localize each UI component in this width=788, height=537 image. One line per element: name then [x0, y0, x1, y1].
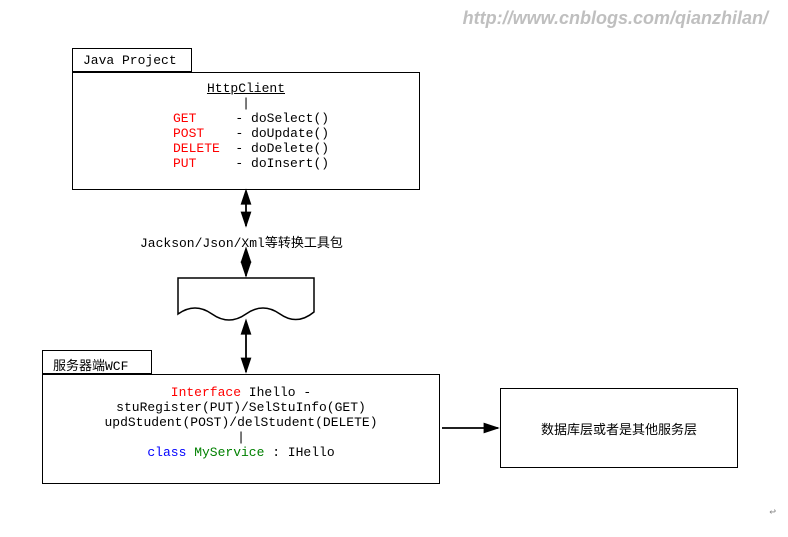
watermark-url: http://www.cnblogs.com/qianzhilan/ — [463, 8, 768, 29]
wcf-line4: class MyService : IHello — [43, 445, 439, 460]
wcf-line1: Interface Ihello - — [43, 385, 439, 400]
httpclient-stem: | — [73, 96, 419, 111]
corner-mark: ↩ — [769, 505, 776, 519]
http-row-delete: DELETE - doDelete() — [173, 141, 419, 156]
java-project-box: HttpClient | GET - doSelect() POST - doU… — [72, 72, 420, 190]
http-row-post: POST - doUpdate() — [173, 126, 419, 141]
db-layer-box: 数据库层或者是其他服务层 — [500, 388, 738, 468]
wcf-stem: | — [43, 430, 439, 445]
httpclient-header: HttpClient — [207, 81, 285, 96]
java-project-title-tab: Java Project — [72, 48, 192, 72]
wcf-title: 服务器端WCF — [53, 359, 128, 374]
java-project-title: Java Project — [83, 53, 177, 68]
http-row-put: PUT - doInsert() — [173, 156, 419, 171]
db-layer-label: 数据库层或者是其他服务层 — [541, 419, 697, 438]
wcf-box: Interface Ihello - stuRegister(PUT)/SelS… — [42, 374, 440, 484]
wcf-line2: stuRegister(PUT)/SelStuInfo(GET) — [43, 400, 439, 415]
converter-label: Jackson/Json/Xml等转换工具包 — [140, 232, 343, 251]
http-row-get: GET - doSelect() — [173, 111, 419, 126]
wcf-title-tab: 服务器端WCF — [42, 350, 152, 374]
wcf-line3: updStudent(POST)/delStudent(DELETE) — [43, 415, 439, 430]
json-xml-data-label: JSON/Xml数据 — [178, 290, 314, 309]
